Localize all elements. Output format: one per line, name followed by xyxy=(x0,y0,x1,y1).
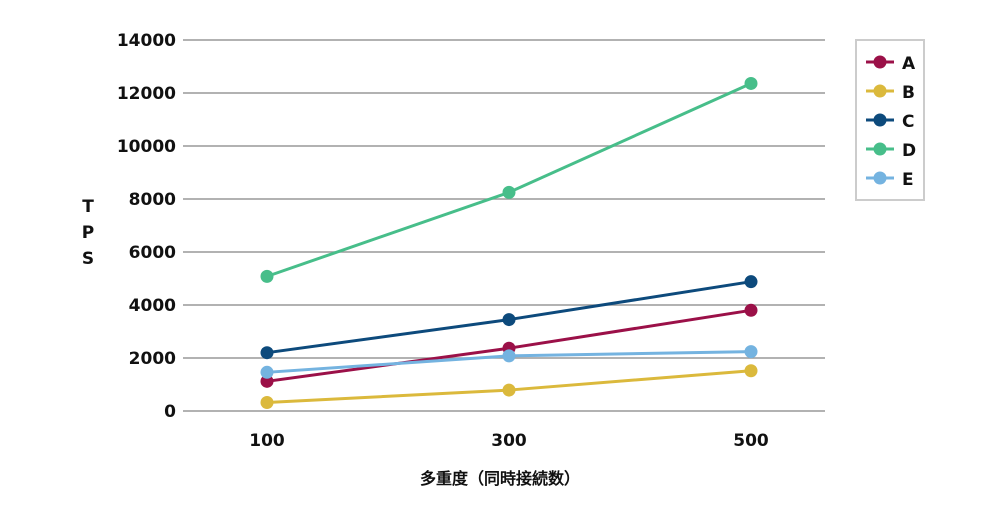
x-tick-label: 300 xyxy=(491,431,527,451)
y-tick-label: 4000 xyxy=(129,296,176,316)
legend-marker-B xyxy=(873,84,887,98)
legend-label: D xyxy=(902,141,916,161)
data-point-A xyxy=(744,303,758,317)
y-tick-label: 10000 xyxy=(117,137,176,157)
legend-marker-E xyxy=(873,171,887,185)
data-point-E xyxy=(502,349,516,363)
data-point-D xyxy=(260,269,274,283)
y-tick-label: 0 xyxy=(164,402,176,422)
legend-label: B xyxy=(902,83,915,103)
data-point-C xyxy=(260,346,274,360)
legend-marker-A xyxy=(873,55,887,69)
data-point-A xyxy=(260,374,274,388)
y-tick-label: 2000 xyxy=(129,349,176,369)
legend-label: A xyxy=(902,54,916,74)
x-axis-label: 多重度（同時接続数） xyxy=(420,469,580,488)
y-tick-label: 14000 xyxy=(117,31,176,51)
x-tick-label: 100 xyxy=(249,431,285,451)
data-point-D xyxy=(502,185,516,199)
data-point-B xyxy=(744,364,758,378)
legend-marker-C xyxy=(873,113,887,127)
legend-label: C xyxy=(902,112,914,132)
y-tick-label: 12000 xyxy=(117,84,176,104)
data-point-B xyxy=(260,396,274,410)
data-point-E xyxy=(744,345,758,359)
y-axis-label: TPS xyxy=(81,197,95,269)
x-tick-label: 500 xyxy=(733,431,769,451)
legend-marker-D xyxy=(873,142,887,156)
data-point-C xyxy=(502,313,516,327)
data-point-D xyxy=(744,76,758,90)
data-point-B xyxy=(502,383,516,397)
y-tick-label: 8000 xyxy=(129,190,176,210)
data-point-C xyxy=(744,275,758,289)
series-line-D xyxy=(266,82,752,278)
legend-label: E xyxy=(902,170,914,190)
data-point-E xyxy=(260,365,274,379)
y-tick-label: 6000 xyxy=(129,243,176,263)
